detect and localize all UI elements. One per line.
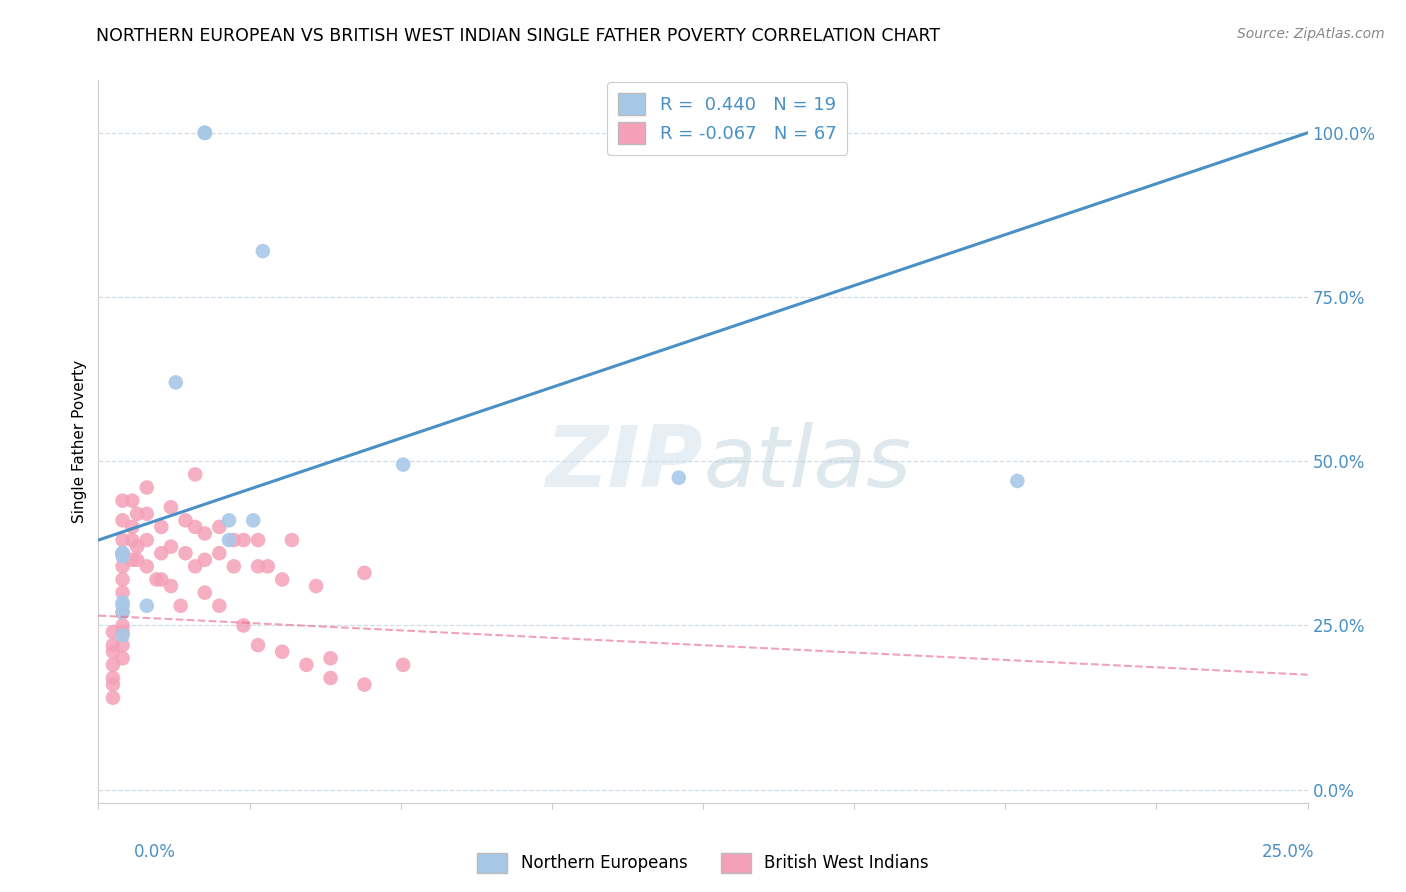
Point: [194, 526, 217, 541]
Point: [281, 533, 304, 547]
Point: [111, 559, 134, 574]
Y-axis label: Single Father Poverty: Single Father Poverty: [72, 360, 87, 523]
Point: [121, 553, 143, 567]
Point: [184, 467, 207, 482]
Point: [121, 520, 143, 534]
Point: [353, 566, 375, 580]
Point: [247, 533, 270, 547]
Point: [174, 546, 197, 560]
Point: [111, 513, 134, 527]
Text: atlas: atlas: [703, 422, 911, 505]
Point: [271, 645, 294, 659]
Point: [111, 599, 134, 613]
Point: [256, 559, 278, 574]
Point: [111, 628, 134, 642]
Point: [111, 585, 134, 599]
Point: [668, 471, 690, 485]
Point: [101, 638, 124, 652]
Point: [194, 553, 217, 567]
Point: [150, 573, 173, 587]
Point: [305, 579, 328, 593]
Point: [184, 520, 207, 534]
Point: [222, 533, 245, 547]
Point: [121, 533, 143, 547]
Point: [1007, 474, 1029, 488]
Text: ZIP: ZIP: [546, 422, 703, 505]
Point: [135, 559, 157, 574]
Text: 25.0%: 25.0%: [1263, 843, 1315, 861]
Point: [222, 559, 245, 574]
Point: [165, 376, 187, 390]
Point: [194, 126, 217, 140]
Point: [111, 573, 134, 587]
Point: [150, 546, 173, 560]
Point: [150, 520, 173, 534]
Point: [111, 493, 134, 508]
Point: [135, 507, 157, 521]
Point: [194, 126, 217, 140]
Point: [218, 533, 240, 547]
Point: [127, 553, 149, 567]
Point: [111, 546, 134, 560]
Point: [111, 549, 134, 564]
Point: [208, 599, 231, 613]
Point: [218, 513, 240, 527]
Point: [353, 677, 375, 691]
Point: [111, 605, 134, 619]
Point: [111, 625, 134, 640]
Point: [295, 657, 318, 672]
Point: [169, 599, 191, 613]
Point: [208, 520, 231, 534]
Point: [194, 585, 217, 599]
Text: 0.0%: 0.0%: [134, 843, 176, 861]
Point: [392, 657, 415, 672]
Point: [101, 671, 124, 685]
Point: [232, 533, 254, 547]
Point: [252, 244, 274, 258]
Point: [392, 458, 415, 472]
Point: [127, 507, 149, 521]
Point: [101, 645, 124, 659]
Point: [145, 573, 167, 587]
Point: [111, 546, 134, 560]
Point: [101, 690, 124, 705]
Point: [111, 638, 134, 652]
Point: [247, 638, 270, 652]
Point: [121, 493, 143, 508]
Point: [174, 513, 197, 527]
Point: [232, 618, 254, 632]
Point: [135, 533, 157, 547]
Point: [247, 559, 270, 574]
Point: [194, 126, 217, 140]
Point: [111, 605, 134, 619]
Point: [319, 671, 342, 685]
Point: [135, 599, 157, 613]
Legend: Northern Europeans, British West Indians: Northern Europeans, British West Indians: [471, 847, 935, 880]
Point: [242, 513, 264, 527]
Text: Source: ZipAtlas.com: Source: ZipAtlas.com: [1237, 27, 1385, 41]
Point: [111, 546, 134, 560]
Point: [271, 573, 294, 587]
Point: [111, 595, 134, 609]
Point: [101, 657, 124, 672]
Point: [135, 481, 157, 495]
Point: [184, 559, 207, 574]
Point: [127, 540, 149, 554]
Legend: R =  0.440   N = 19, R = -0.067   N = 67: R = 0.440 N = 19, R = -0.067 N = 67: [607, 82, 848, 155]
Point: [101, 677, 124, 691]
Point: [160, 579, 183, 593]
Text: NORTHERN EUROPEAN VS BRITISH WEST INDIAN SINGLE FATHER POVERTY CORRELATION CHART: NORTHERN EUROPEAN VS BRITISH WEST INDIAN…: [96, 27, 939, 45]
Point: [111, 651, 134, 665]
Point: [208, 546, 231, 560]
Point: [101, 625, 124, 640]
Point: [111, 533, 134, 547]
Point: [160, 540, 183, 554]
Point: [319, 651, 342, 665]
Point: [111, 618, 134, 632]
Point: [160, 500, 183, 515]
